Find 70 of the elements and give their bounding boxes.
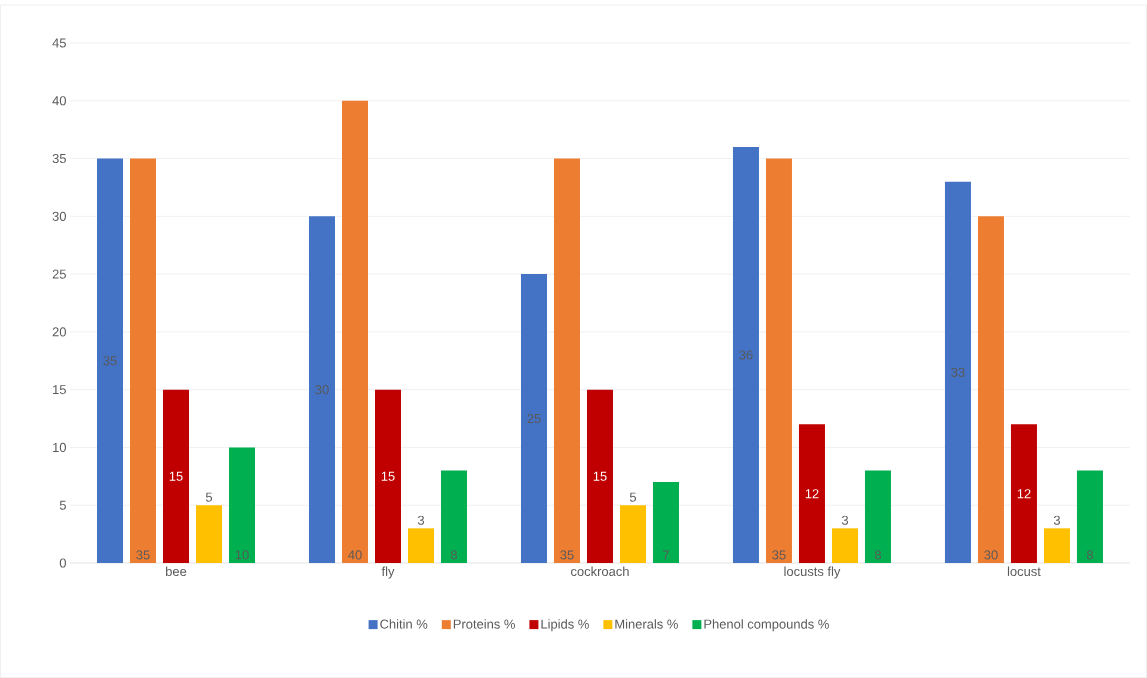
bar	[553, 158, 580, 563]
y-tick-label: 10	[53, 442, 66, 453]
data-label: 7	[663, 550, 669, 560]
y-tick-label: 5	[59, 500, 66, 510]
data-label: 30	[315, 385, 329, 395]
data-label: 12	[805, 489, 819, 499]
legend-label: Chitin %	[380, 619, 428, 629]
legend-label: Minerals %	[615, 619, 678, 629]
y-tick-label: 0	[59, 558, 66, 568]
bar	[163, 389, 189, 563]
data-label: 35	[560, 550, 574, 560]
bar	[440, 470, 467, 563]
data-label: 10	[235, 550, 249, 560]
data-label: 8	[450, 550, 458, 560]
bar	[130, 158, 156, 563]
data-label: 33	[951, 367, 965, 377]
data-label: 12	[1017, 489, 1031, 499]
data-label: 5	[629, 492, 637, 502]
data-label: 30	[984, 550, 998, 560]
bar	[765, 158, 792, 563]
data-label: 35	[772, 550, 786, 560]
x-tick-label: locusts fly	[784, 566, 841, 579]
bar	[864, 470, 891, 563]
bar	[520, 274, 547, 563]
data-label: 8	[1086, 550, 1093, 560]
data-label: 35	[103, 356, 117, 366]
x-tick-label: cockroach	[571, 566, 629, 577]
data-label: 3	[417, 515, 425, 525]
bar	[652, 482, 679, 563]
data-label: 8	[874, 550, 882, 560]
y-tick-label: 40	[52, 96, 66, 106]
legend-label: Phenol compounds %	[704, 619, 829, 632]
bar	[831, 528, 858, 563]
bar	[1076, 470, 1103, 563]
bar	[798, 424, 825, 563]
data-label: 3	[1053, 515, 1060, 525]
data-label: 3	[841, 515, 849, 525]
data-label: 36	[739, 350, 753, 360]
bar	[977, 216, 1004, 563]
bar	[374, 389, 401, 563]
y-tick-label: 45	[52, 38, 66, 48]
bar	[619, 505, 646, 563]
bar	[229, 447, 255, 563]
data-label: 15	[593, 471, 607, 481]
legend-label: Proteins %	[453, 619, 515, 629]
y-tick-label: 15	[53, 385, 66, 395]
bar	[1043, 528, 1070, 563]
data-label: 15	[169, 471, 183, 481]
bar	[944, 181, 971, 563]
bar	[586, 389, 613, 563]
bar	[342, 100, 368, 563]
data-label: 5	[205, 492, 213, 502]
y-tick-label: 30	[52, 211, 66, 221]
data-label: 25	[527, 413, 541, 424]
bar	[732, 146, 759, 563]
bar	[97, 158, 123, 563]
bar	[196, 505, 222, 563]
bar	[1010, 424, 1037, 563]
x-tick-label: fly	[381, 566, 395, 579]
x-tick-label: locust	[1007, 566, 1041, 577]
bar	[407, 528, 434, 563]
data-label: 15	[381, 471, 395, 481]
data-label: 35	[136, 550, 150, 560]
y-tick-label: 35	[52, 153, 66, 164]
y-tick-label: 25	[52, 269, 66, 279]
x-tick-label: bee	[166, 566, 187, 577]
bar	[309, 216, 335, 563]
data-label: 40	[348, 550, 362, 560]
legend-label: Lipids %	[541, 619, 589, 632]
y-tick-label: 20	[52, 327, 66, 337]
